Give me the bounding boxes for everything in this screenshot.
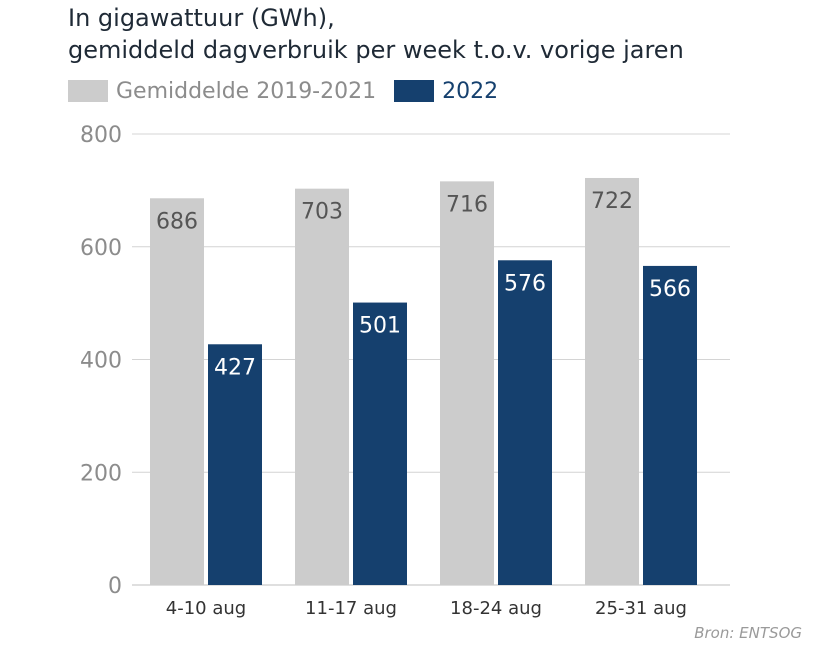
x-tick-label: 4-10 aug [166,598,246,619]
data-label: 427 [214,355,256,380]
y-tick-label: 0 [108,574,122,599]
bar-average [585,177,639,585]
data-label: 722 [591,189,633,214]
bar-average [295,188,349,585]
legend-swatch-2022 [394,80,435,102]
legend-swatch-average [68,80,108,102]
y-tick-label: 800 [80,123,122,148]
bar-2022 [643,265,697,585]
x-tick-label: 18-24 aug [450,598,542,619]
title-line-2: gemiddeld dagverbruik per week t.o.v. vo… [68,36,684,64]
data-label: 716 [446,192,488,217]
title-line-1: In gigawattuur (GWh), [68,4,335,32]
x-tick-label: 11-17 aug [305,598,397,619]
y-tick-label: 400 [80,349,122,374]
legend-label-2022: 2022 [442,78,499,104]
y-tick-label: 600 [80,236,122,261]
bar-average [150,198,204,585]
chart-title: In gigawattuur (GWh), gemiddeld dagverbr… [68,2,684,66]
bar-2022 [498,260,552,585]
y-tick-label: 200 [80,461,122,486]
legend-label-average: Gemiddelde 2019-2021 [116,78,377,104]
bar-2022 [208,344,262,585]
data-label: 576 [504,271,546,296]
bar-average [440,181,494,586]
source-note: Bron: ENTSOG [694,624,802,642]
chart-legend: Gemiddelde 2019-2021 2022 [68,78,516,104]
x-tick-label: 25-31 aug [595,598,687,619]
data-label: 686 [156,209,198,234]
bar-2022 [353,302,407,585]
data-label: 501 [359,314,401,339]
data-label: 703 [301,200,343,225]
data-label: 566 [649,277,691,302]
